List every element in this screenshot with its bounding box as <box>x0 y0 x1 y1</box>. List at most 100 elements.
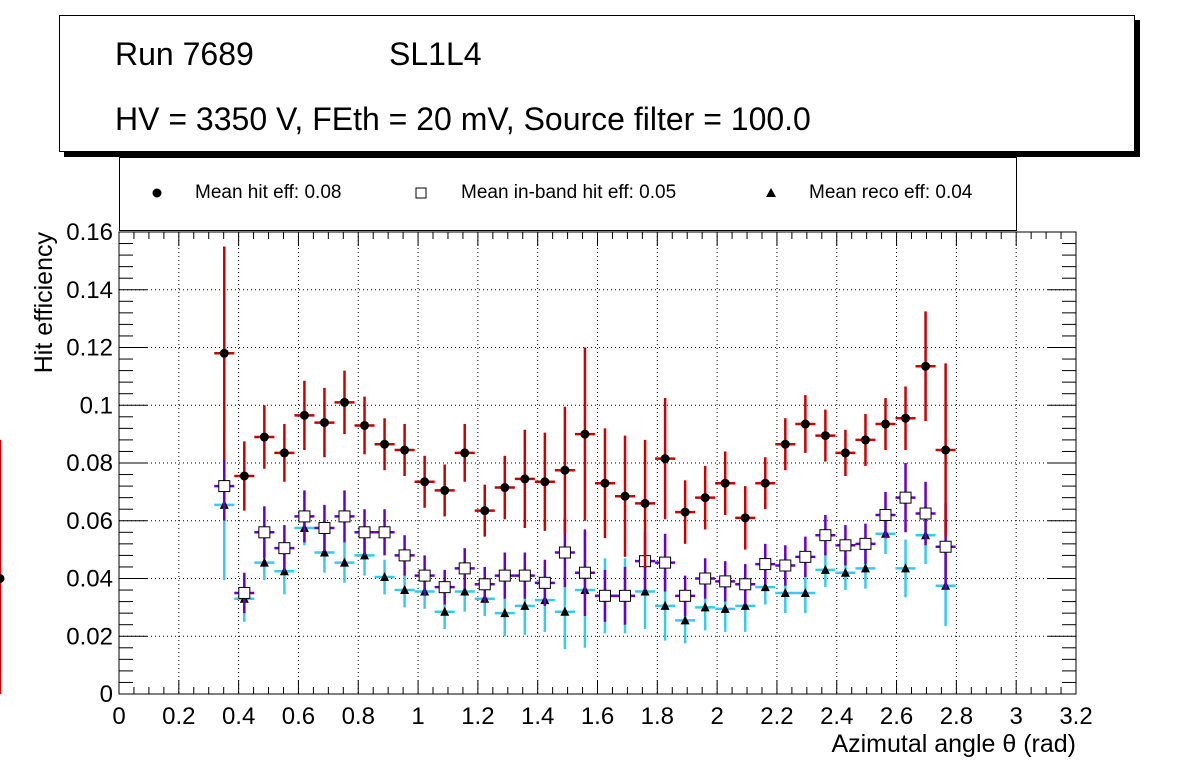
data-point <box>318 521 331 534</box>
data-point <box>538 576 551 589</box>
data-point <box>540 477 550 487</box>
axes: 0 0.2 0.4 0.6 0.8 1 1.2 1.4 1.6 1.8 2 2.2 2.4 2.6 2.8 3… <box>66 219 1092 730</box>
data-point <box>339 397 349 407</box>
data-point <box>218 480 231 493</box>
data-series <box>0 246 956 694</box>
x-tick-label: 1 <box>411 703 424 730</box>
data-point <box>238 586 251 599</box>
data-point <box>498 569 511 582</box>
data-point <box>901 563 911 573</box>
x-tick-label: 3.2 <box>1059 703 1092 730</box>
x-tick-label: 2 <box>710 703 723 730</box>
data-point <box>800 587 810 597</box>
data-point <box>438 581 451 594</box>
data-point <box>860 435 870 445</box>
data-point <box>319 547 329 557</box>
data-point <box>700 493 710 503</box>
x-tick-label: 0 <box>112 703 125 730</box>
x-tick-label: 0.2 <box>162 703 195 730</box>
run-label: Run 7689 <box>115 36 254 72</box>
legend-triangle-marker <box>766 188 776 197</box>
data-point <box>278 542 291 555</box>
data-point <box>580 429 590 439</box>
data-point <box>378 526 391 539</box>
data-point <box>319 418 329 428</box>
data-point <box>901 413 911 423</box>
data-point <box>660 600 670 610</box>
x-tick-label: 1.8 <box>641 703 674 730</box>
data-point <box>640 586 650 596</box>
data-point <box>598 589 611 602</box>
data-point <box>700 602 710 612</box>
data-point <box>578 566 591 579</box>
data-point <box>720 478 730 488</box>
data-point <box>780 439 790 449</box>
x-tick-label: 1.4 <box>521 703 554 730</box>
data-point <box>820 564 830 574</box>
x-tick-label: 2.4 <box>820 703 853 730</box>
data-point <box>259 432 269 442</box>
data-point <box>620 491 630 501</box>
data-point <box>380 572 390 582</box>
data-point <box>219 348 229 358</box>
legend-circle-marker <box>152 188 162 198</box>
data-point <box>659 556 672 569</box>
data-point <box>740 600 750 610</box>
data-point <box>840 567 850 577</box>
data-point <box>600 478 610 488</box>
data-point <box>640 498 650 508</box>
data-point <box>560 606 570 616</box>
legend-square-marker <box>415 187 427 199</box>
y-tick-label: 0.08 <box>66 450 113 477</box>
data-point <box>899 491 912 504</box>
data-point <box>380 439 390 449</box>
data-point <box>400 445 410 455</box>
x-tick-label: 3 <box>1010 703 1023 730</box>
legend-hit-eff: Mean hit eff: 0.08 <box>195 182 342 203</box>
data-point <box>759 558 772 571</box>
y-tick-label: 0.06 <box>66 508 113 535</box>
data-point <box>860 563 870 573</box>
legend-reco-eff: Mean reco eff: 0.04 <box>809 182 973 203</box>
data-point <box>820 431 830 441</box>
data-point <box>760 582 770 592</box>
data-point <box>460 586 470 596</box>
x-tick-label: 2.6 <box>880 703 913 730</box>
data-point <box>679 589 692 602</box>
legend-inband-eff: Mean in-band hit eff: 0.05 <box>461 182 677 203</box>
y-tick-label: 0.16 <box>66 219 113 246</box>
y-tick-label: 0.12 <box>66 335 113 362</box>
series-1 <box>214 451 956 625</box>
x-tick-label: 2.8 <box>940 703 973 730</box>
data-point <box>339 557 349 567</box>
y-tick-label: 0.04 <box>66 566 113 593</box>
data-point <box>258 526 271 539</box>
data-point <box>840 448 850 458</box>
data-point <box>720 603 730 613</box>
x-tick-label: 0.4 <box>222 703 255 730</box>
y-tick-label: 0.1 <box>80 392 113 419</box>
data-point <box>478 578 491 591</box>
x-tick-label: 1.6 <box>581 703 614 730</box>
settings-label: HV = 3350 V, FEth = 20 mV, Source filter… <box>115 101 811 137</box>
data-point <box>299 410 309 420</box>
data-point <box>420 477 430 487</box>
data-point <box>0 574 5 583</box>
x-tick-label: 1.2 <box>461 703 494 730</box>
data-point <box>719 575 732 588</box>
title-box: Run 7689 SL1L4 HV = 3350 V, FEth = 20 mV… <box>59 15 1135 152</box>
x-tick-label: 2.2 <box>760 703 793 730</box>
data-point <box>660 454 670 464</box>
data-point <box>239 471 249 481</box>
data-point <box>800 419 810 429</box>
data-point <box>338 510 351 523</box>
layer-label: SL1L4 <box>389 36 482 72</box>
y-tick-label: 0.14 <box>66 277 113 304</box>
data-point <box>520 600 530 610</box>
data-point <box>360 420 370 430</box>
y-tick-label: 0.02 <box>66 623 113 650</box>
data-point <box>680 615 690 625</box>
y-tick-label: 0 <box>100 681 113 708</box>
data-point <box>458 562 471 575</box>
